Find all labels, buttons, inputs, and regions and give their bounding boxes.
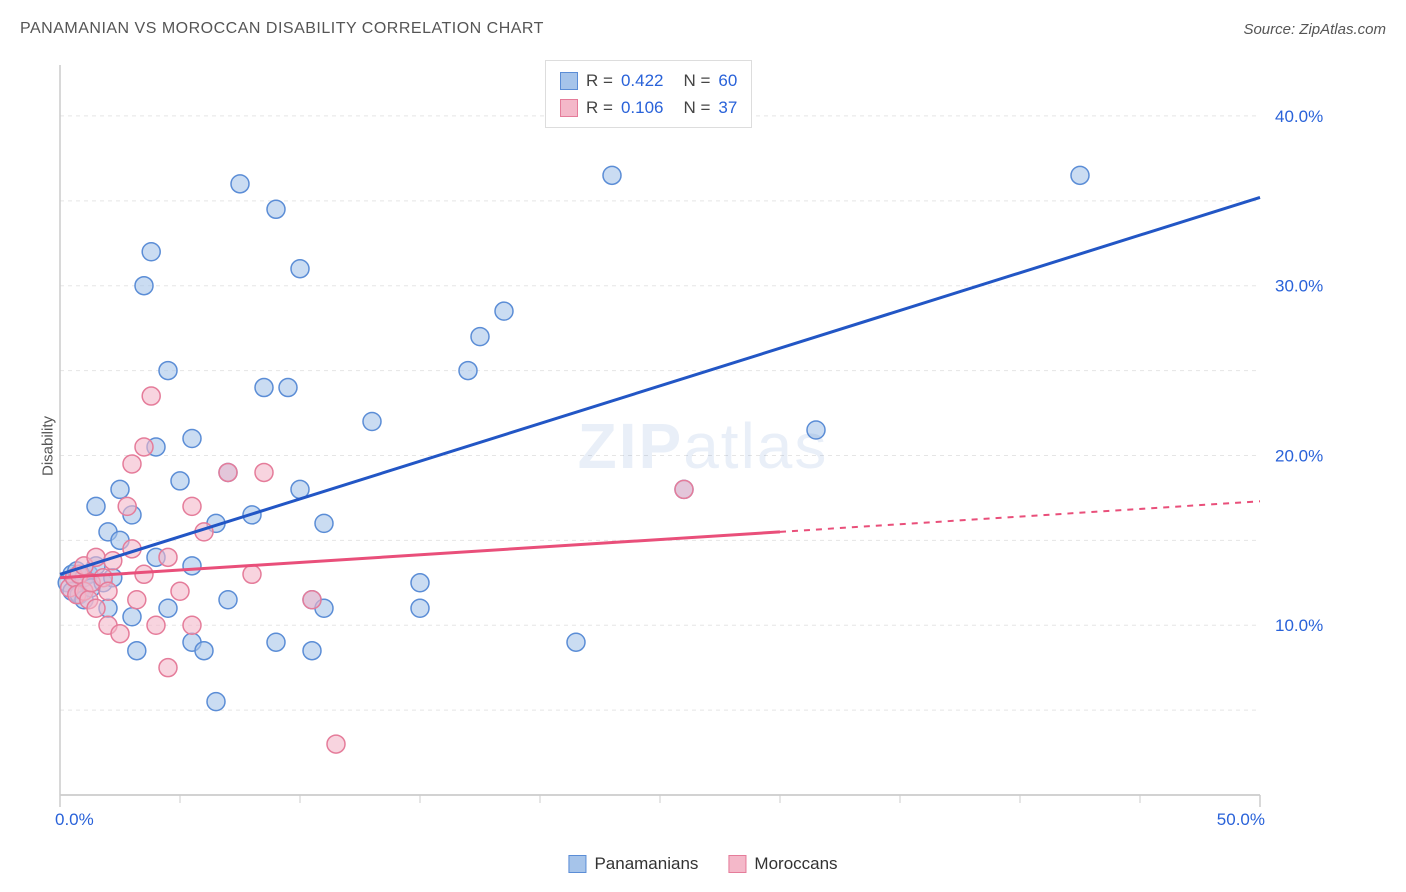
r-label: R = (586, 94, 613, 121)
n-value: 60 (718, 67, 737, 94)
correlation-legend-row: R = 0.422 N = 60 (560, 67, 737, 94)
series-legend: Panamanians Moroccans (568, 854, 837, 874)
svg-text:40.0%: 40.0% (1275, 107, 1323, 126)
n-label: N = (683, 94, 710, 121)
svg-text:0.0%: 0.0% (55, 810, 94, 829)
svg-text:30.0%: 30.0% (1275, 277, 1323, 296)
chart-area: 0.0% 50.0% 10.0% 20.0% 30.0% 40.0% (50, 55, 1330, 835)
correlation-legend: R = 0.422 N = 60 R = 0.106 N = 37 (545, 60, 752, 128)
scatter-chart: 0.0% 50.0% 10.0% 20.0% 30.0% 40.0% (50, 55, 1330, 835)
chart-title: PANAMANIAN VS MOROCCAN DISABILITY CORREL… (20, 20, 544, 38)
legend-swatch (728, 855, 746, 873)
series-label: Moroccans (754, 854, 837, 874)
r-value: 0.106 (621, 94, 664, 121)
r-value: 0.422 (621, 67, 664, 94)
svg-text:50.0%: 50.0% (1217, 810, 1265, 829)
legend-swatch (560, 72, 578, 90)
legend-swatch (560, 99, 578, 117)
series-label: Panamanians (594, 854, 698, 874)
series-legend-item: Panamanians (568, 854, 698, 874)
n-value: 37 (718, 94, 737, 121)
series-legend-item: Moroccans (728, 854, 837, 874)
r-label: R = (586, 67, 613, 94)
svg-text:10.0%: 10.0% (1275, 616, 1323, 635)
correlation-legend-row: R = 0.106 N = 37 (560, 94, 737, 121)
svg-text:20.0%: 20.0% (1275, 446, 1323, 465)
source-label: Source: ZipAtlas.com (1243, 21, 1386, 38)
header: PANAMANIAN VS MOROCCAN DISABILITY CORREL… (20, 20, 1386, 38)
n-label: N = (683, 67, 710, 94)
legend-swatch (568, 855, 586, 873)
